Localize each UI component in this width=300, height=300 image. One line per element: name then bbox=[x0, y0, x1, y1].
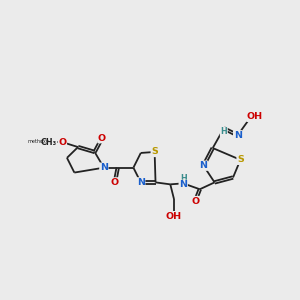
Text: CH₃: CH₃ bbox=[40, 138, 57, 147]
Text: OH: OH bbox=[166, 212, 182, 221]
Text: N: N bbox=[234, 131, 242, 140]
Text: OH: OH bbox=[247, 112, 263, 121]
Text: methoxy: methoxy bbox=[27, 139, 49, 144]
Text: H: H bbox=[220, 128, 227, 136]
Text: O: O bbox=[98, 134, 106, 143]
Text: O: O bbox=[191, 196, 199, 206]
Text: N: N bbox=[200, 161, 208, 170]
Text: N: N bbox=[179, 180, 187, 189]
Text: O: O bbox=[111, 178, 119, 187]
Text: O: O bbox=[58, 138, 66, 147]
Text: S: S bbox=[151, 148, 158, 157]
Text: S: S bbox=[237, 155, 244, 164]
Text: H: H bbox=[180, 175, 187, 184]
Text: N: N bbox=[100, 163, 108, 172]
Text: N: N bbox=[137, 178, 145, 187]
